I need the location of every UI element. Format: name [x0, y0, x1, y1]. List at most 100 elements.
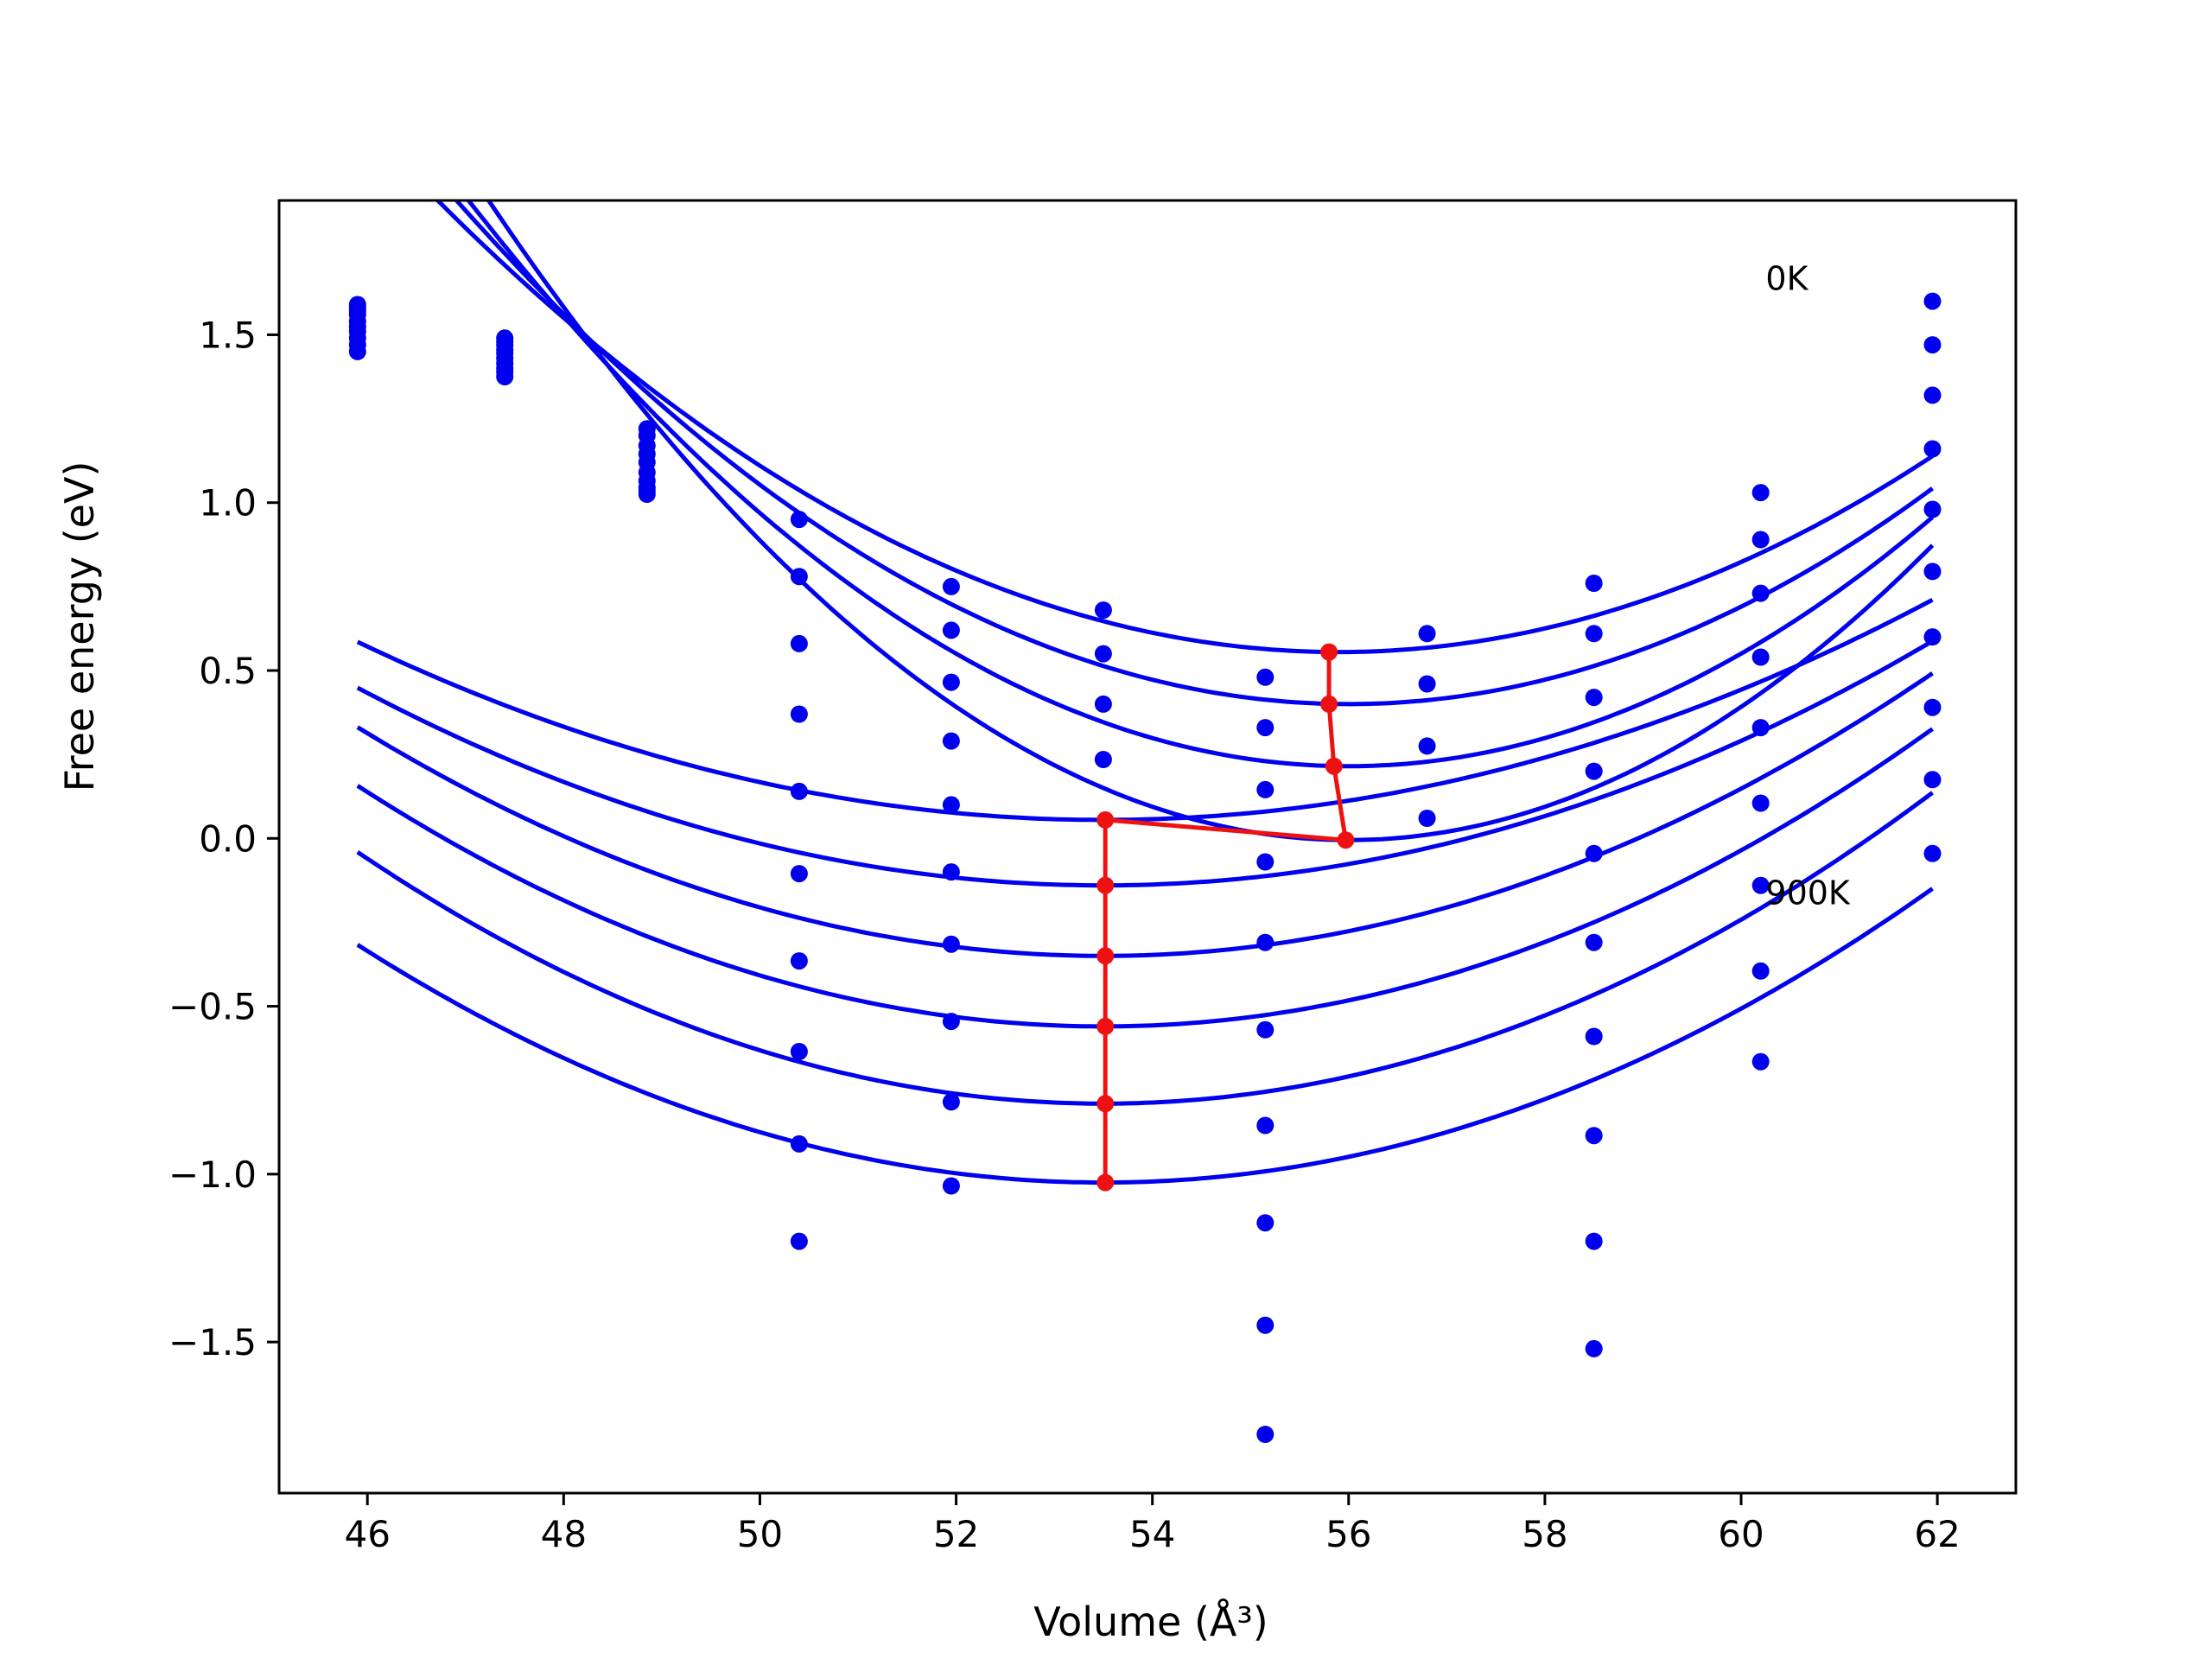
- data-point-0-5: [1094, 601, 1112, 620]
- y-tick-label-6: 1.5: [199, 314, 257, 356]
- data-point-8-10: [1923, 771, 1942, 789]
- y-tick-label-5: 1.0: [199, 482, 257, 524]
- x-axis-label: Volume (Å³): [1033, 1599, 1268, 1645]
- data-point-8-4: [942, 1093, 960, 1111]
- x-tick-label-54: 54: [1129, 1513, 1175, 1555]
- minimum-point-9: [1096, 1173, 1115, 1192]
- data-point-9-10: [1923, 844, 1942, 862]
- data-point-7-4: [942, 1013, 960, 1031]
- fit-curve-0: [435, 200, 1934, 655]
- data-point-6-8: [1585, 1027, 1603, 1046]
- data-point-6-6: [1256, 1116, 1274, 1135]
- data-point-2-4: [942, 673, 960, 691]
- x-tick-label-48: 48: [541, 1513, 587, 1555]
- y-tick-label-0: −1.5: [168, 1321, 257, 1363]
- data-point-9-3: [790, 1232, 808, 1250]
- data-point-1-3: [790, 568, 808, 586]
- data-point-3-6: [1256, 853, 1274, 871]
- data-point-3-10: [1923, 440, 1942, 458]
- data-point-5-10: [1923, 563, 1942, 581]
- data-point-2-7: [1418, 737, 1436, 755]
- minimum-point-2: [1325, 757, 1343, 775]
- data-point-0-8: [1585, 575, 1603, 592]
- data-point-5-4: [942, 863, 960, 881]
- fit-curve-5: [356, 639, 1934, 888]
- data-point-5-6: [1256, 1020, 1274, 1039]
- data-point-4-4: [942, 796, 960, 814]
- minimum-point-4: [1096, 810, 1115, 829]
- minimum-path: [1096, 643, 1355, 1192]
- data-point-0-4: [942, 577, 960, 595]
- minimum-point-1: [1320, 695, 1338, 713]
- data-point-8-9: [1751, 1052, 1770, 1071]
- x-tick-label-60: 60: [1718, 1513, 1764, 1555]
- data-point-3-9: [1751, 648, 1770, 666]
- fit-curve-8: [356, 791, 1934, 1106]
- data-point-7-6: [1256, 1214, 1274, 1232]
- data-point-9-4: [942, 1177, 960, 1195]
- data-point-8-6: [1256, 1316, 1274, 1334]
- data-point-3-7: [1418, 810, 1436, 827]
- data-point-7-10: [1923, 698, 1942, 716]
- data-point-4-6: [1256, 933, 1274, 951]
- y-axis-ticks: −1.5 −1.0 −0.5 0.0 0.5 1.0 1.5: [168, 314, 279, 1363]
- x-tick-label-56: 56: [1325, 1513, 1371, 1555]
- x-tick-label-58: 58: [1522, 1513, 1567, 1555]
- fit-curve-3: [486, 200, 1935, 842]
- annotation-900k: 900K: [1765, 874, 1851, 912]
- data-point-5-8: [1585, 933, 1603, 951]
- fit-curve-1: [454, 200, 1934, 707]
- data-point-2-6: [1256, 780, 1274, 798]
- data-point-6-4: [942, 935, 960, 953]
- fit-curve-4: [356, 597, 1934, 823]
- data-point-0-7: [1418, 625, 1436, 643]
- minimum-point-6: [1096, 947, 1115, 965]
- data-point-6-3: [790, 952, 808, 970]
- data-point-6-9: [1751, 876, 1770, 894]
- data-point-1-6: [1256, 719, 1274, 737]
- y-axis-label: Free energy (eV): [56, 461, 103, 792]
- fit-curve-9: [356, 887, 1934, 1185]
- data-point-2-3: [790, 634, 808, 652]
- data-point-5-3: [790, 865, 808, 883]
- data-point-2-5: [1094, 695, 1112, 713]
- data-point-4-3: [790, 782, 808, 800]
- x-tick-label-62: 62: [1914, 1513, 1960, 1555]
- data-point-0-3: [790, 511, 808, 529]
- minimum-point-7: [1096, 1017, 1115, 1035]
- data-point-1-5: [1094, 645, 1112, 663]
- data-point-0-10: [1923, 292, 1942, 310]
- data-point-0-6: [1256, 668, 1274, 686]
- data-point-9-1: [496, 368, 514, 385]
- data-point-2-10: [1923, 386, 1942, 404]
- y-tick-label-1: −1.0: [168, 1154, 257, 1196]
- x-tick-label-50: 50: [737, 1513, 783, 1555]
- data-point-9-0: [348, 342, 366, 360]
- data-point-4-10: [1923, 500, 1942, 518]
- data-point-8-8: [1585, 1232, 1603, 1250]
- data-point-9-2: [638, 482, 656, 500]
- fit-curve-7: [356, 727, 1934, 1029]
- data-point-0-9: [1751, 484, 1770, 502]
- data-point-4-8: [1585, 844, 1603, 862]
- minimum-path-line: [1103, 652, 1348, 1183]
- data-point-2-9: [1751, 584, 1770, 602]
- minimum-point-5: [1096, 876, 1115, 894]
- data-point-9-6: [1256, 1426, 1274, 1443]
- x-tick-label-52: 52: [933, 1513, 979, 1555]
- data-point-1-4: [942, 621, 960, 639]
- data-point-1-7: [1418, 675, 1436, 693]
- data-point-6-10: [1923, 628, 1942, 646]
- data-point-4-9: [1751, 719, 1770, 737]
- x-axis-ticks: 46 48 50 52 54 56 58 60 62: [344, 1493, 1961, 1555]
- y-tick-label-3: 0.0: [199, 817, 257, 860]
- data-point-7-3: [790, 1043, 808, 1060]
- data-point-5-9: [1751, 794, 1770, 812]
- minimum-point-3: [1337, 831, 1355, 849]
- data-point-3-5: [1094, 751, 1112, 768]
- data-point-1-9: [1751, 531, 1770, 549]
- plot-frame: [277, 199, 2018, 1495]
- x-tick-label-46: 46: [344, 1513, 390, 1555]
- fit-curves: [356, 200, 1935, 1185]
